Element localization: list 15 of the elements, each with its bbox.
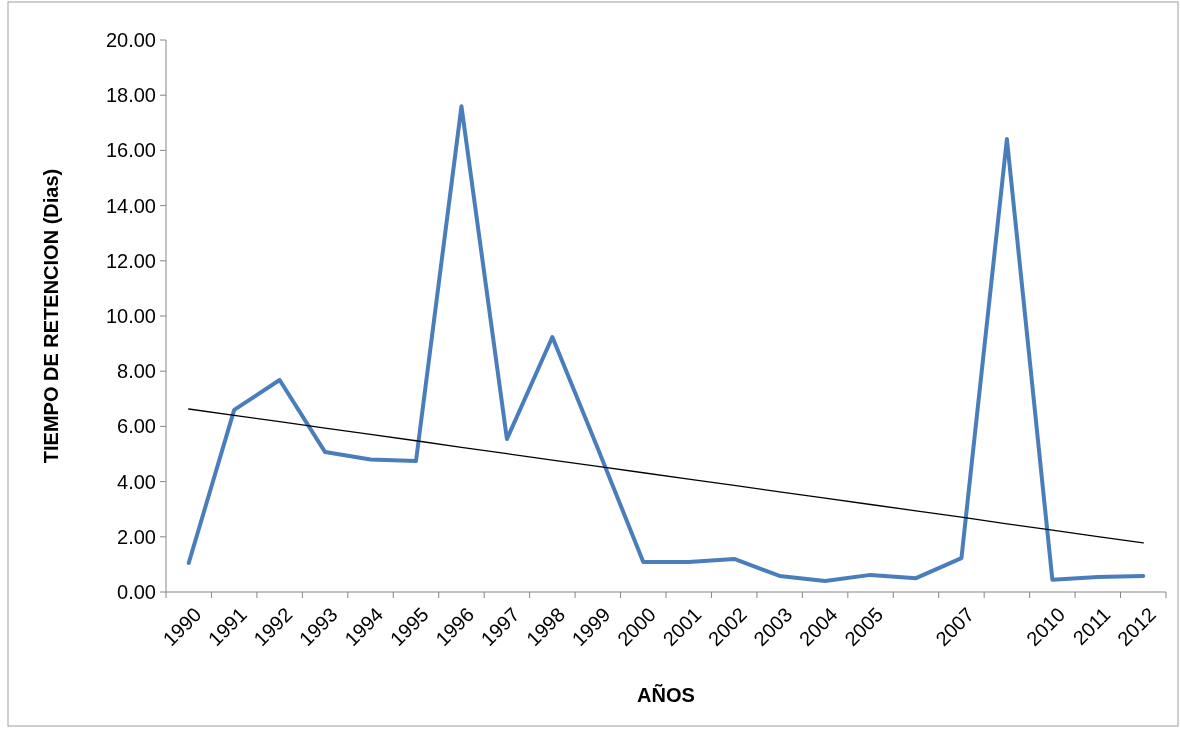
x-axis-title: AÑOS <box>637 684 695 706</box>
y-tick-label: 8.00 <box>117 360 156 383</box>
y-tick-label: 18.00 <box>105 84 156 107</box>
y-tick-label: 16.00 <box>105 139 156 162</box>
y-tick-label: 0.00 <box>117 581 156 603</box>
y-tick-label: 20.00 <box>105 29 156 51</box>
line-series <box>186 104 1146 583</box>
y-axis-title: TIEMPO DE RETENCION (Dias) <box>40 168 62 464</box>
y-tick-label: 14.00 <box>105 194 156 217</box>
line-series <box>188 408 1144 544</box>
y-tick-label: 6.00 <box>117 415 156 438</box>
y-tick-label: 12.00 <box>105 249 156 272</box>
y-tick-label: 4.00 <box>117 470 156 493</box>
y-tick-label: 10.00 <box>105 305 156 327</box>
y-tick-label: 2.00 <box>117 525 156 548</box>
